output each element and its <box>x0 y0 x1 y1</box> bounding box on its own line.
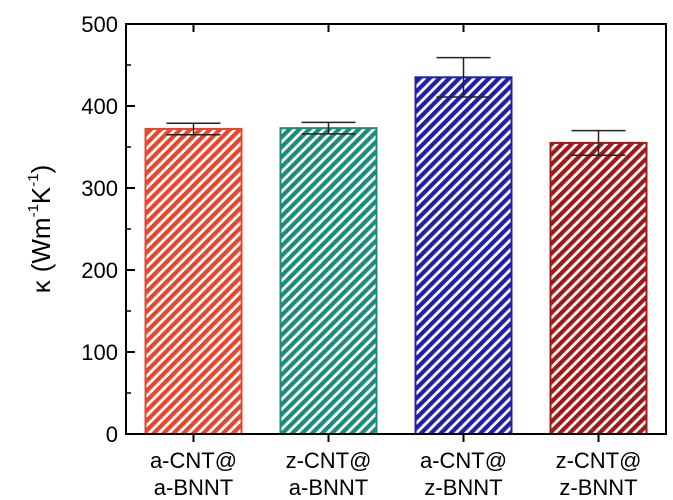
x-tick-label-3-line-1: a-CNT@ <box>420 448 507 473</box>
y-tick-label-0: 0 <box>106 422 118 447</box>
x-tick-label-1-line-1: a-CNT@ <box>150 448 237 473</box>
error-bar-1 <box>166 122 221 136</box>
y-tick-label-100: 100 <box>81 340 118 365</box>
y-axis-label: κ(Wm-1K-1) <box>25 165 56 294</box>
y-axis-label-sup1: -1 <box>25 204 42 217</box>
error-bar-2 <box>301 121 356 135</box>
x-tick-label-3-line-2: z-BNNT <box>424 475 502 500</box>
bar-2 <box>279 127 378 435</box>
error-bars-group <box>166 56 626 156</box>
y-tick-label-500: 500 <box>81 12 118 37</box>
error-bar-3 <box>436 56 491 98</box>
bar-3 <box>414 76 513 436</box>
x-tick-label-4-line-2: z-BNNT <box>559 475 637 500</box>
y-axis-label-mid: K <box>26 186 56 204</box>
x-axis: a-CNT@a-BNNTz-CNT@a-BNNTa-CNT@z-BNNTz-CN… <box>150 24 641 500</box>
bar-4 <box>549 141 648 435</box>
y-tick-label-200: 200 <box>81 258 118 283</box>
x-tick-label-2-line-1: z-CNT@ <box>286 448 372 473</box>
y-axis-label-open: (Wm <box>26 217 56 272</box>
bars-group <box>144 76 648 436</box>
x-tick-label-2-line-2: a-BNNT <box>289 475 368 500</box>
x-tick-label-4-line-1: z-CNT@ <box>556 448 642 473</box>
x-tick-label-1-line-2: a-BNNT <box>154 475 233 500</box>
y-axis-label-close: ) <box>26 165 56 174</box>
y-axis: 0 100 200 300 400 500 <box>81 12 135 447</box>
y-tick-label-400: 400 <box>81 94 118 119</box>
error-bar-4 <box>571 129 626 156</box>
y-axis-label-sup2: -1 <box>25 173 42 186</box>
y-tick-label-300: 300 <box>81 176 118 201</box>
y-axis-label-symbol: κ <box>26 279 56 293</box>
bar-1 <box>144 127 243 436</box>
